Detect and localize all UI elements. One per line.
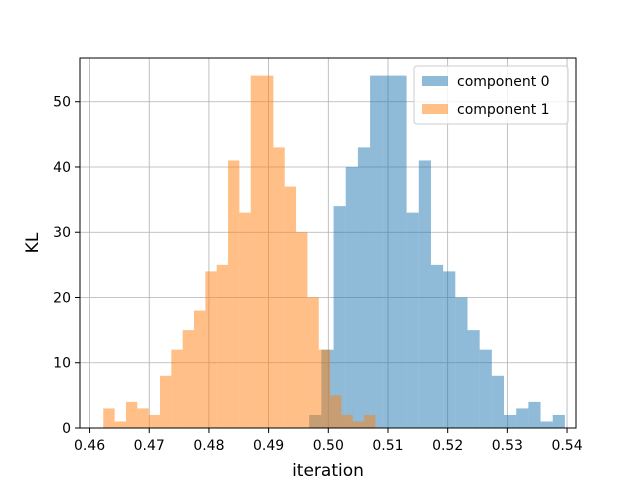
histogram-bar [479,349,492,428]
histogram-bar [364,414,376,428]
y-axis-label: KL [23,232,43,253]
legend-swatch [422,76,448,86]
histogram-bar [394,75,407,428]
histogram-bar [443,271,456,428]
histogram-bar [330,395,342,428]
histogram-bar [205,271,217,428]
x-tick-label: 0.53 [492,438,523,454]
histogram-bar [552,414,565,428]
x-tick-label: 0.52 [432,438,463,454]
histogram-bar [406,212,419,428]
series-1-bars [103,75,376,429]
histogram-bar [455,297,468,428]
histogram-bar [467,330,480,428]
histogram-bar [370,75,383,428]
histogram-bar [491,375,505,428]
x-tick-label: 0.46 [74,438,105,454]
histogram-bar [318,349,331,428]
histogram-bar [418,160,431,429]
y-tick-label: 30 [53,225,71,241]
histogram-bar [273,147,285,428]
x-tick-label: 0.50 [313,438,344,454]
x-tick-label: 0.49 [253,438,284,454]
y-tick-label: 40 [53,160,71,176]
histogram-bar [194,310,206,428]
legend-swatch [422,104,448,114]
y-axis-ticks: 0 10 20 30 40 50 [53,95,80,437]
histogram-bar [216,264,229,428]
x-tick-label: 0.48 [193,438,224,454]
histogram-bar [352,421,365,428]
histogram-bar [504,414,517,428]
x-axis-ticks: 0.46 0.47 0.48 0.49 0.50 0.51 0.52 0.53 0.54 [74,428,583,454]
x-axis-label: iteration [292,461,364,480]
legend-box [413,65,569,125]
histogram-bar [296,232,308,428]
legend: component 0 component 1 [413,65,569,125]
histogram-bar [345,166,358,429]
histogram-bar [540,421,553,428]
histogram-bar [307,297,319,428]
histogram-bar [239,212,251,428]
bars [103,75,565,429]
series-0-bars [309,75,565,429]
histogram-bar [528,401,541,428]
histogram-bar [125,401,138,428]
y-tick-label: 20 [53,290,71,306]
histogram-bar [148,414,160,428]
x-tick-label: 0.51 [372,438,403,454]
histogram-bar [333,206,346,428]
y-tick-label: 0 [62,421,71,437]
x-tick-label: 0.54 [551,438,582,454]
histogram-bar [228,160,240,429]
histogram-bar [159,375,172,428]
histogram-bar [382,75,395,428]
histogram-bar [430,264,444,428]
legend-label: component 0 [457,74,550,90]
x-tick-label: 0.47 [134,438,165,454]
histogram-bar [357,147,371,428]
histogram-bar [182,330,195,428]
histogram-bar [284,186,297,428]
histogram-bar [516,408,529,428]
histogram-bar [103,408,115,428]
histogram-bar [250,75,263,428]
y-tick-label: 10 [53,356,71,372]
histogram-bar [262,75,274,428]
legend-label: component 1 [457,102,550,118]
y-tick-label: 50 [53,95,71,111]
histogram-bar [137,408,149,428]
histogram-bar [114,421,126,428]
histogram-bar [341,414,353,428]
histogram-bar [171,349,183,428]
